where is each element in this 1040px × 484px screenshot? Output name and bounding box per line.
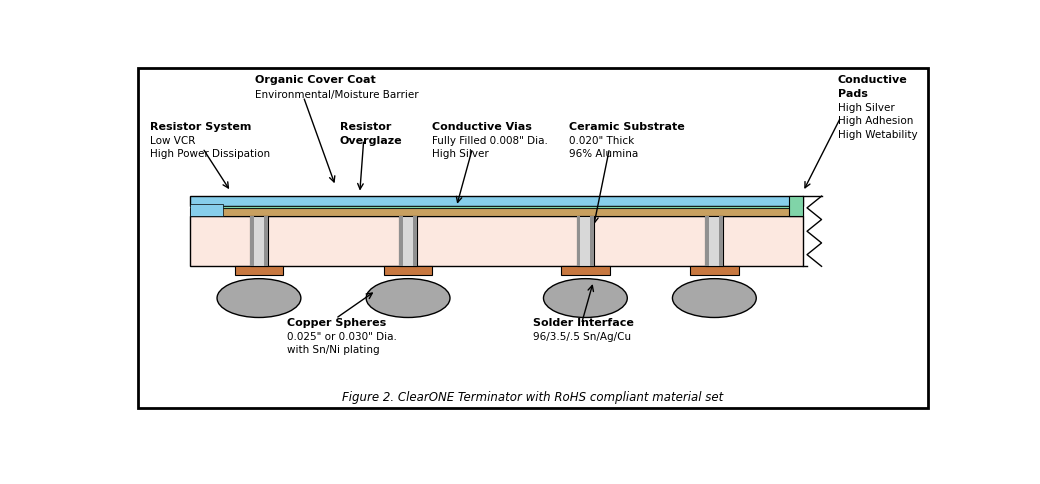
Bar — [591, 216, 594, 267]
Bar — [705, 216, 709, 267]
Bar — [399, 216, 417, 267]
Text: 96% Alumina: 96% Alumina — [569, 149, 639, 159]
Text: Resistor: Resistor — [339, 121, 391, 132]
Bar — [190, 197, 803, 206]
Text: with Sn/Ni plating: with Sn/Ni plating — [287, 344, 380, 354]
Text: Pads: Pads — [837, 89, 867, 99]
Text: Conductive: Conductive — [837, 75, 908, 85]
Bar — [576, 216, 594, 267]
Text: High Silver: High Silver — [837, 103, 894, 113]
Bar — [190, 209, 803, 216]
Bar — [250, 216, 254, 267]
Bar — [235, 267, 283, 275]
Ellipse shape — [673, 279, 756, 318]
Text: Environmental/Moisture Barrier: Environmental/Moisture Barrier — [255, 90, 418, 100]
Bar — [720, 216, 723, 267]
Text: Ceramic Substrate: Ceramic Substrate — [569, 121, 685, 132]
Bar — [384, 267, 433, 275]
Bar — [264, 216, 268, 267]
Text: High Adhesion: High Adhesion — [837, 116, 913, 126]
Text: High Wetability: High Wetability — [837, 130, 917, 139]
Text: Figure 2. ClearONE Terminator with RoHS compliant material set: Figure 2. ClearONE Terminator with RoHS … — [342, 390, 724, 403]
Text: Conductive Vias: Conductive Vias — [433, 121, 532, 132]
Bar — [691, 267, 738, 275]
Text: Fully Filled 0.008" Dia.: Fully Filled 0.008" Dia. — [433, 135, 548, 145]
Bar — [705, 216, 723, 267]
Bar — [576, 216, 580, 267]
Ellipse shape — [366, 279, 450, 318]
Text: Organic Cover Coat: Organic Cover Coat — [255, 75, 375, 85]
Bar — [399, 216, 404, 267]
Bar — [788, 197, 803, 216]
Bar — [203, 206, 795, 209]
Text: High Power Dissipation: High Power Dissipation — [150, 149, 270, 159]
Text: Solder Interface: Solder Interface — [534, 317, 633, 327]
Text: 96/3.5/.5 Sn/Ag/Cu: 96/3.5/.5 Sn/Ag/Cu — [534, 331, 631, 341]
Text: Overglaze: Overglaze — [339, 135, 402, 145]
Text: 0.025" or 0.030" Dia.: 0.025" or 0.030" Dia. — [287, 331, 397, 341]
Bar — [250, 216, 268, 267]
Bar — [562, 267, 609, 275]
Ellipse shape — [217, 279, 301, 318]
Text: 0.020" Thick: 0.020" Thick — [569, 135, 634, 145]
Text: High Silver: High Silver — [433, 149, 489, 159]
Text: Low VCR: Low VCR — [150, 135, 196, 145]
Ellipse shape — [544, 279, 627, 318]
Bar — [190, 216, 803, 267]
Bar — [413, 216, 417, 267]
Bar — [190, 204, 223, 216]
Text: Copper Spheres: Copper Spheres — [287, 317, 387, 327]
Text: Resistor System: Resistor System — [150, 121, 252, 132]
